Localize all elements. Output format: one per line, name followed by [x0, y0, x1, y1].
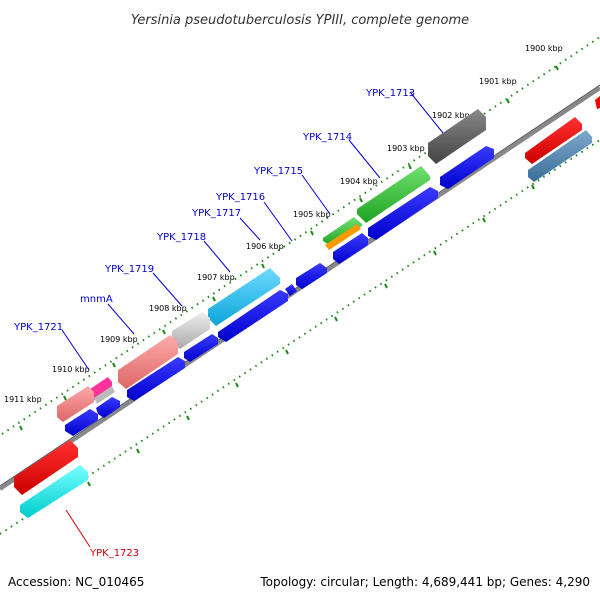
gene-ypk1723a-feature[interactable] [14, 440, 78, 495]
gene-label-ypk1713[interactable]: YPK_1713 [365, 88, 415, 99]
kbp-label: 1910 kbp [52, 365, 90, 374]
gene-label-mnmA[interactable]: mnmA [80, 294, 113, 305]
genome-backbone [0, 86, 600, 491]
kbp-label: 1907 kbp [197, 273, 235, 282]
kbp-label: 1900 kbp [525, 44, 563, 53]
reverse-gene-arrow-small[interactable] [285, 284, 297, 296]
kbp-label: 1902 kbp [432, 111, 470, 120]
leader-line [107, 303, 135, 335]
gene-ypk1714-feature[interactable] [357, 166, 430, 223]
leader-line [301, 174, 331, 215]
kbp-label: 1904 kbp [340, 177, 378, 186]
kbp-label: 1905 kbp [293, 210, 331, 219]
gene-label-ypk1716[interactable]: YPK_1716 [215, 192, 265, 203]
leader-line [152, 272, 183, 307]
reverse-gene-arrow[interactable] [440, 146, 494, 189]
gene-right-steel-feature[interactable] [528, 130, 592, 182]
reverse-gene-arrow[interactable] [65, 409, 98, 436]
reverse-gene-arrow[interactable] [368, 187, 438, 240]
reverse-gene-arrow[interactable] [218, 290, 288, 342]
gene-label-ypk1723[interactable]: YPK_1723 [89, 548, 139, 559]
topology-text: Topology: circular; Length: 4,689,441 bp… [259, 575, 590, 589]
gene-ypk1719-feature[interactable] [172, 312, 210, 349]
gene-label-ypk1721[interactable]: YPK_1721 [13, 322, 63, 333]
kbp-label: 1911 kbp [4, 395, 42, 404]
reverse-gene-arrow[interactable] [296, 263, 327, 289]
gene-ypk1721-feature[interactable] [90, 377, 112, 400]
gene-label-ypk1719[interactable]: YPK_1719 [104, 264, 154, 275]
gene-ypk1716-feature[interactable] [325, 224, 361, 250]
reverse-gene-arrow[interactable] [96, 397, 120, 418]
gene-ypk1718-feature[interactable] [208, 268, 280, 326]
reverse-genes [65, 146, 494, 436]
gene-right-red-feature[interactable] [525, 117, 582, 164]
kbp-label: 1908 kbp [149, 304, 187, 313]
gene-label-ypk1715[interactable]: YPK_1715 [253, 166, 303, 177]
leader-line [203, 240, 231, 273]
reverse-gene-arrow[interactable] [184, 334, 218, 362]
kbp-label: 1909 kbp [100, 335, 138, 344]
leader-line [263, 201, 293, 242]
gene-labels: YPK_1713 YPK_1714 YPK_1715 YPK_1716 YPK_… [13, 88, 444, 559]
gene-ypk1723-feature[interactable] [20, 465, 88, 518]
kbp-label: 1903 kbp [387, 144, 425, 153]
gene-label-ypk1717[interactable]: YPK_1717 [191, 208, 241, 219]
gene-label-ypk1714[interactable]: YPK_1714 [302, 132, 352, 143]
upper-scale-line [1, 36, 600, 435]
gene-ypk1713-feature[interactable] [428, 109, 486, 164]
map-title: Yersinia pseudotuberculosis YPIII, compl… [131, 13, 469, 28]
leader-line [65, 509, 91, 548]
leader-line [348, 139, 381, 179]
reverse-gene-arrow[interactable] [333, 233, 368, 264]
accession-text: Accession: NC_010465 [8, 575, 144, 589]
kbp-labels: 1900 kbp 1901 kbp 1902 kbp 1903 kbp 1904… [4, 44, 563, 404]
leader-line [239, 217, 261, 241]
kbp-label: 1906 kbp [246, 242, 284, 251]
kbp-label: 1901 kbp [479, 77, 517, 86]
reverse-gene-arrow[interactable] [127, 357, 185, 401]
gene-edge-red-feature [595, 96, 600, 109]
gene-ypk1722-feature[interactable] [57, 386, 94, 422]
gene-ypk1721b-feature [94, 386, 115, 404]
gene-ypk1715-feature[interactable] [323, 217, 362, 246]
leader-line [61, 329, 90, 371]
lower-scale-line [0, 139, 600, 535]
gene-label-ypk1718[interactable]: YPK_1718 [156, 232, 206, 243]
gene-mnmA-feature[interactable] [118, 335, 178, 389]
lower-scale-ticks [87, 184, 535, 487]
leader-line [409, 91, 444, 134]
forward-genes [14, 96, 600, 518]
